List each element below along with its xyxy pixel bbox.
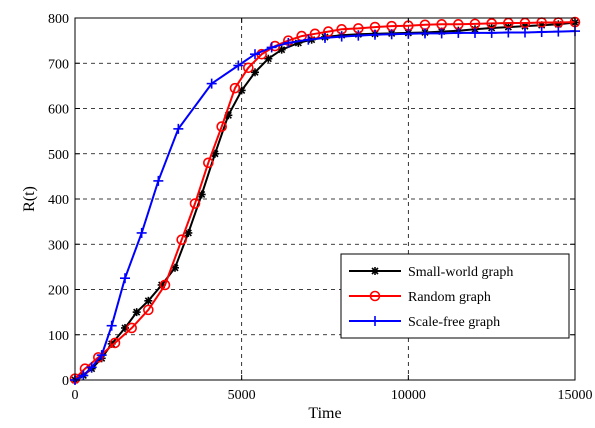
- data-point: [370, 29, 380, 40]
- data-point: [486, 27, 497, 38]
- data-point: [216, 121, 227, 132]
- legend-swatch-marker: [370, 316, 380, 326]
- legend-swatch-marker: [371, 267, 379, 275]
- data-point: [233, 60, 244, 71]
- data-point: [336, 31, 347, 42]
- legend-entry: Random graph: [349, 290, 491, 305]
- y-tick-label: 800: [48, 12, 69, 27]
- data-point: [486, 18, 497, 29]
- data-point: [303, 34, 314, 45]
- x-tick-label: 5000: [228, 388, 256, 403]
- data-point: [403, 28, 414, 39]
- x-tick-label: 10000: [391, 388, 426, 403]
- data-point: [86, 362, 97, 373]
- data-point: [206, 78, 217, 89]
- data-point: [264, 54, 273, 63]
- data-point: [420, 28, 430, 39]
- data-point: [106, 320, 117, 331]
- data-point: [176, 234, 187, 246]
- x-axis-label: Time: [308, 405, 341, 422]
- y-tick-label: 100: [48, 329, 69, 344]
- legend-swatch-marker: [369, 290, 381, 302]
- y-tick-label: 0: [62, 374, 69, 389]
- y-tick-label: 200: [48, 284, 69, 299]
- data-point: [159, 279, 171, 291]
- ticks: 0 5000 10000 15000 0 100 200 300 400 500 600 700 800: [48, 12, 593, 403]
- x-tick-label: 0: [72, 388, 79, 403]
- data-point: [153, 175, 164, 186]
- legend-label: Scale-free graph: [408, 315, 500, 330]
- data-point: [323, 26, 334, 37]
- y-tick-label: 400: [48, 193, 69, 208]
- y-tick-label: 600: [48, 103, 69, 118]
- data-point: [197, 190, 206, 199]
- series-2: [70, 26, 580, 385]
- data-point: [453, 27, 464, 38]
- data-point: [520, 27, 530, 38]
- data-point: [109, 337, 121, 349]
- data-point: [189, 198, 201, 209]
- data-point: [173, 123, 184, 134]
- y-tick-label: 300: [48, 238, 69, 253]
- y-axis-label: R(t): [21, 186, 38, 212]
- data-point: [184, 228, 193, 237]
- legend-entry: Small-world graph: [349, 265, 513, 280]
- legend: Small-world graph Random graph Scale-free …: [340, 253, 570, 339]
- data-point: [283, 37, 294, 48]
- data-point: [320, 32, 330, 43]
- data-point: [144, 296, 153, 305]
- data-point: [470, 27, 480, 38]
- data-point: [266, 42, 277, 53]
- data-point: [353, 30, 364, 41]
- series-layer: [69, 16, 581, 385]
- y-tick-label: 700: [48, 57, 69, 72]
- x-tick-label: 15000: [558, 388, 593, 403]
- data-point: [143, 304, 154, 316]
- data-point: [93, 352, 104, 363]
- legend-label: Small-world graph: [408, 265, 513, 280]
- data-point: [553, 26, 564, 37]
- data-point: [96, 350, 107, 361]
- data-point: [503, 27, 514, 38]
- data-point: [251, 68, 259, 77]
- data-point: [229, 82, 241, 94]
- legend-entry: Scale-free graph: [349, 315, 500, 330]
- legend-label: Random graph: [408, 290, 491, 305]
- data-point: [120, 273, 130, 284]
- data-point: [536, 27, 547, 38]
- data-point: [132, 308, 141, 317]
- data-point: [203, 157, 214, 169]
- data-point: [386, 29, 397, 40]
- data-point: [136, 227, 147, 238]
- data-point: [78, 370, 89, 381]
- data-point: [126, 322, 137, 334]
- y-tick-label: 500: [48, 148, 69, 163]
- data-point: [250, 49, 260, 60]
- data-point: [436, 28, 447, 39]
- data-point: [243, 62, 254, 74]
